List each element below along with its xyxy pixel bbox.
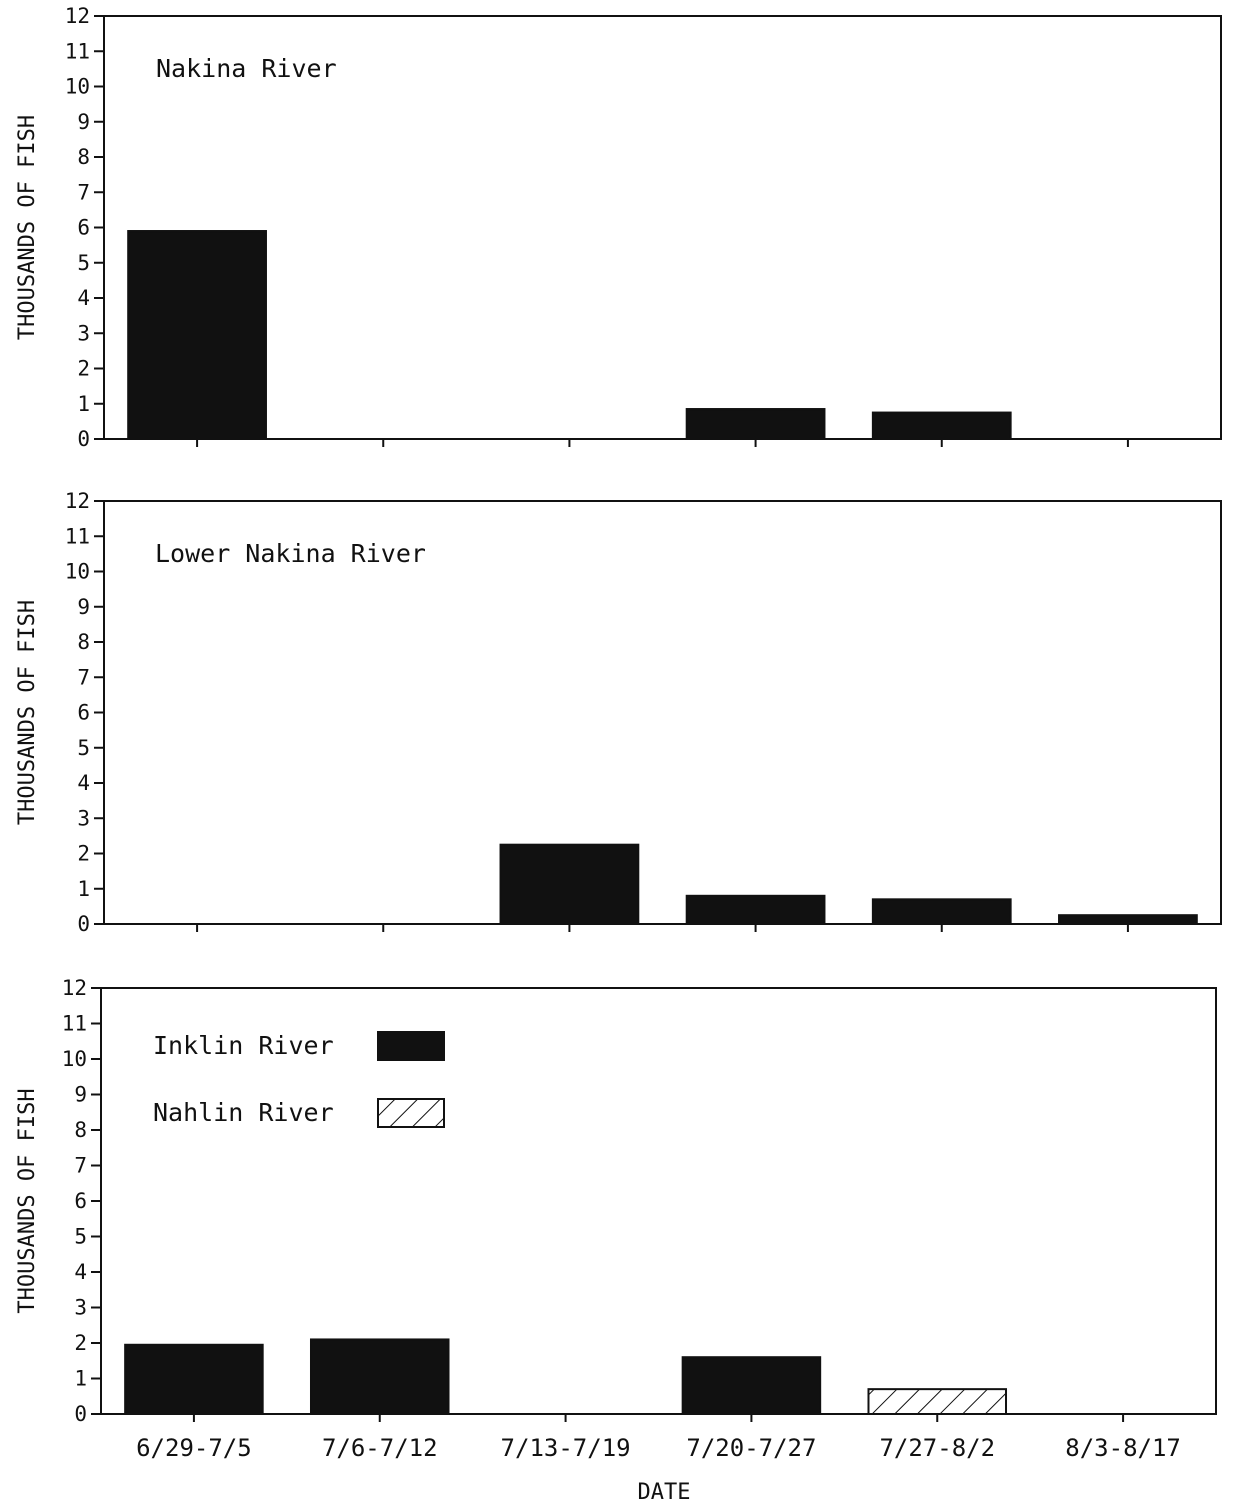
bar-series-4 xyxy=(871,898,1012,926)
y-tick-label: 3 xyxy=(77,321,90,345)
y-tick-label: 6 xyxy=(74,1189,87,1213)
bar-series-3 xyxy=(685,894,826,925)
y-tick-label: 5 xyxy=(77,736,90,760)
y-tick-label: 5 xyxy=(77,251,90,275)
legend-swatch xyxy=(377,1098,445,1128)
x-tick-label: 7/27-8/2 xyxy=(879,1434,995,1462)
y-tick-label: 2 xyxy=(77,842,90,866)
panel-title: Nakina River xyxy=(156,54,337,83)
bar-series-3 xyxy=(685,408,826,441)
y-tick-label: 9 xyxy=(74,1083,87,1107)
y-tick-label: 10 xyxy=(65,75,90,99)
y-tick-label: 1 xyxy=(77,392,90,416)
y-tick-label: 8 xyxy=(77,145,90,169)
bar-series-4 xyxy=(871,411,1012,440)
y-tick-label: 6 xyxy=(77,701,90,725)
y-tick-label: 2 xyxy=(77,357,90,381)
y-tick-label: 5 xyxy=(74,1225,87,1249)
y-tick-label: 2 xyxy=(74,1331,87,1355)
y-tick-label: 7 xyxy=(77,665,90,689)
y-tick-label: 3 xyxy=(77,806,90,830)
x-tick-label: 8/3-8/17 xyxy=(1065,1434,1181,1462)
x-tick-label: 6/29-7/5 xyxy=(136,1434,252,1462)
y-tick-label: 9 xyxy=(77,110,90,134)
y-tick-label: 4 xyxy=(77,771,90,795)
bar-series-5 xyxy=(1058,914,1198,925)
y-tick-label: 0 xyxy=(74,1402,87,1426)
legend-label: Nahlin River xyxy=(153,1098,334,1127)
y-tick-label: 4 xyxy=(74,1260,87,1284)
y-tick-label: 6 xyxy=(77,216,90,240)
y-tick-label: 1 xyxy=(74,1367,87,1391)
y-tick-label: 0 xyxy=(77,427,90,451)
y-tick-label: 8 xyxy=(74,1118,87,1142)
y-tick-label: 11 xyxy=(65,39,90,63)
bar-nahlin-river-4 xyxy=(867,1388,1008,1416)
panel-title: Lower Nakina River xyxy=(155,539,426,568)
y-tick-label: 12 xyxy=(65,4,90,28)
bar-inklin-river-1 xyxy=(309,1338,450,1415)
y-tick-label: 7 xyxy=(77,180,90,204)
y-tick-label: 3 xyxy=(74,1296,87,1320)
y-tick-label: 11 xyxy=(62,1012,87,1036)
x-tick-label: 7/20-7/27 xyxy=(686,1434,816,1462)
bar-series-0 xyxy=(127,230,267,440)
y-tick-label: 11 xyxy=(65,524,90,548)
y-axis-label: THOUSANDS OF FISH xyxy=(15,1088,40,1313)
y-tick-label: 10 xyxy=(65,560,90,584)
bar-inklin-river-0 xyxy=(124,1343,264,1416)
y-tick-label: 1 xyxy=(77,877,90,901)
legend-label: Inklin River xyxy=(153,1031,334,1060)
legend-swatch xyxy=(377,1031,445,1061)
x-tick-label: 7/13-7/19 xyxy=(501,1434,631,1462)
y-axis-label: THOUSANDS OF FISH xyxy=(15,600,40,825)
y-tick-label: 12 xyxy=(62,976,87,1000)
y-tick-label: 9 xyxy=(77,595,90,619)
y-tick-label: 4 xyxy=(77,286,90,310)
bar-inklin-river-3 xyxy=(681,1356,822,1415)
x-axis-label: DATE xyxy=(638,1480,691,1504)
y-tick-label: 0 xyxy=(77,912,90,936)
y-tick-label: 10 xyxy=(62,1047,87,1071)
y-tick-label: 12 xyxy=(65,489,90,513)
bar-series-2 xyxy=(499,843,640,925)
x-tick-label: 7/6-7/12 xyxy=(322,1434,438,1462)
y-tick-label: 7 xyxy=(74,1154,87,1178)
y-axis-label: THOUSANDS OF FISH xyxy=(15,115,40,340)
y-tick-label: 8 xyxy=(77,630,90,654)
